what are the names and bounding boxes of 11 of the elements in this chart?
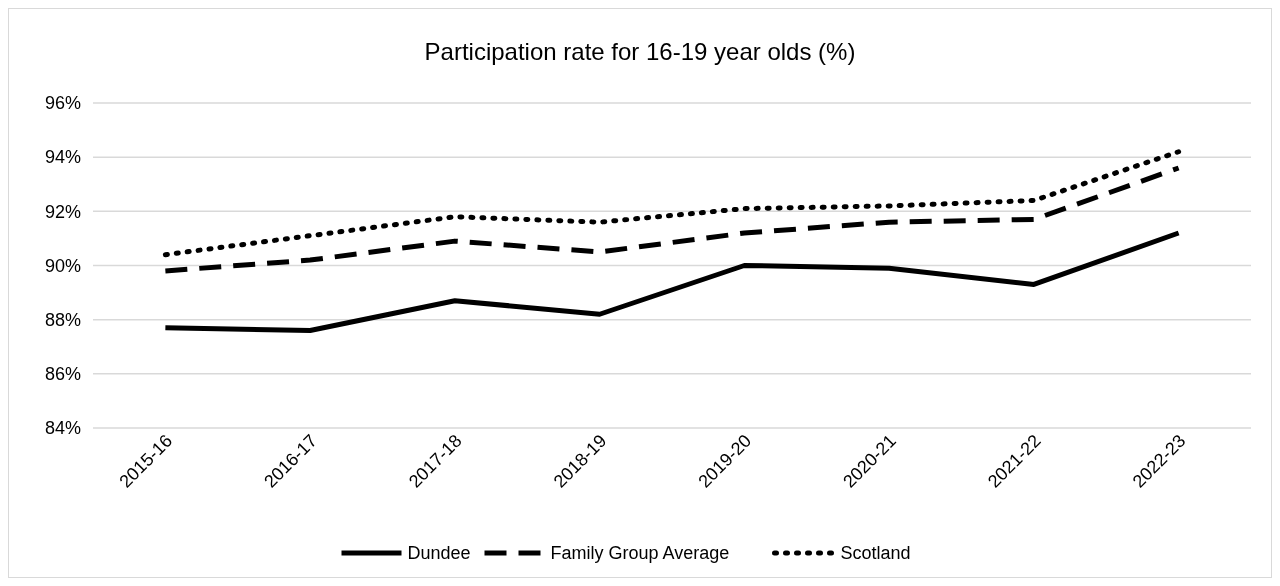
y-tick-label: 84% (44, 418, 81, 439)
y-tick-label: 92% (44, 201, 81, 222)
y-tick-label: 90% (44, 255, 81, 276)
y-tick-label: 94% (44, 147, 81, 168)
y-tick-label: 86% (44, 364, 81, 385)
chart-title: Participation rate for 16-19 year olds (%) (424, 38, 856, 65)
legend-label: Dundee (407, 543, 471, 564)
legend-label: Family Group Average (550, 543, 730, 564)
legend-label: Scotland (840, 543, 911, 564)
y-tick-label: 96% (44, 93, 81, 114)
y-tick-label: 88% (44, 309, 81, 330)
